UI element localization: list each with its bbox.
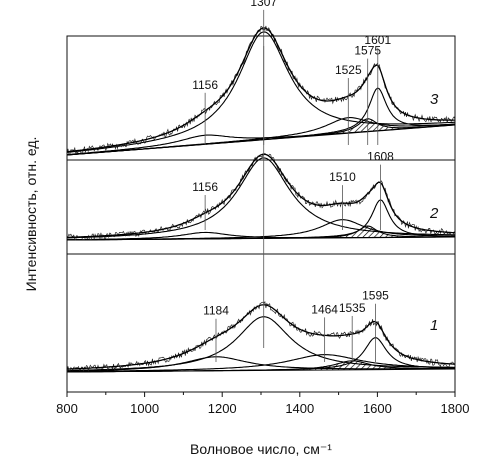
component-1-1 xyxy=(67,316,455,372)
peak-label-1510: 1510 xyxy=(329,170,356,184)
component-2-4 xyxy=(66,199,455,241)
spectrum-1: 1 xyxy=(66,300,456,373)
peak-label-1156: 1156 xyxy=(192,78,218,92)
spectra-group: 1 2 3 xyxy=(66,25,456,373)
fitted-envelope-1 xyxy=(66,304,455,370)
peak-label-1608: 1608 xyxy=(367,150,394,164)
hatched-component-3 xyxy=(67,118,455,155)
peak-label-1535: 1535 xyxy=(339,301,366,315)
x-tick-label-4: 1600 xyxy=(363,401,392,416)
peak-label-1595: 1595 xyxy=(362,289,389,303)
peak-label-1601: 1601 xyxy=(364,33,391,47)
component-3-4 xyxy=(66,87,456,156)
measured-spectrum-2 xyxy=(66,152,456,241)
fitted-envelope-2 xyxy=(67,153,455,239)
spectrum-3: 3 xyxy=(66,25,456,156)
component-1-4 xyxy=(67,337,455,373)
x-axis-title: Волновое число, см⁻¹ xyxy=(190,441,332,457)
measured-spectrum-1 xyxy=(66,300,456,373)
peak-label-1525: 1525 xyxy=(335,63,362,77)
peak-label-1307: 1307 xyxy=(250,0,277,9)
component-1-2 xyxy=(66,354,455,373)
peak-label-1464: 1464 xyxy=(311,302,338,316)
x-tick-label-1: 1000 xyxy=(130,401,159,416)
hatched-component-2 xyxy=(67,226,455,240)
spectrum-number-1: 1 xyxy=(430,317,438,334)
x-tick-label-5: 1800 xyxy=(441,401,470,416)
x-axis-ticks: 800 1000 1200 1400 1600 1800 xyxy=(56,392,469,416)
x-tick-label-0: 800 xyxy=(56,401,78,416)
spectrum-number-3: 3 xyxy=(430,91,439,108)
plot-frame xyxy=(66,35,456,393)
spectrum-number-2: 2 xyxy=(429,205,439,222)
peak-label-1575: 1575 xyxy=(354,44,381,58)
peak-label-1156: 1156 xyxy=(192,180,218,194)
x-tick-label-2: 1200 xyxy=(208,401,237,416)
peak-label-1184: 1184 xyxy=(203,304,229,318)
fitted-envelope-3 xyxy=(66,27,455,153)
hatched-component-1 xyxy=(67,360,455,372)
x-tick-label-3: 1400 xyxy=(285,401,314,416)
component-3-1 xyxy=(66,31,456,153)
spectrum-2: 2 xyxy=(66,152,456,241)
y-axis-title: Интенсивность, отн. ед. xyxy=(23,137,39,292)
measured-spectrum-3 xyxy=(66,25,456,155)
